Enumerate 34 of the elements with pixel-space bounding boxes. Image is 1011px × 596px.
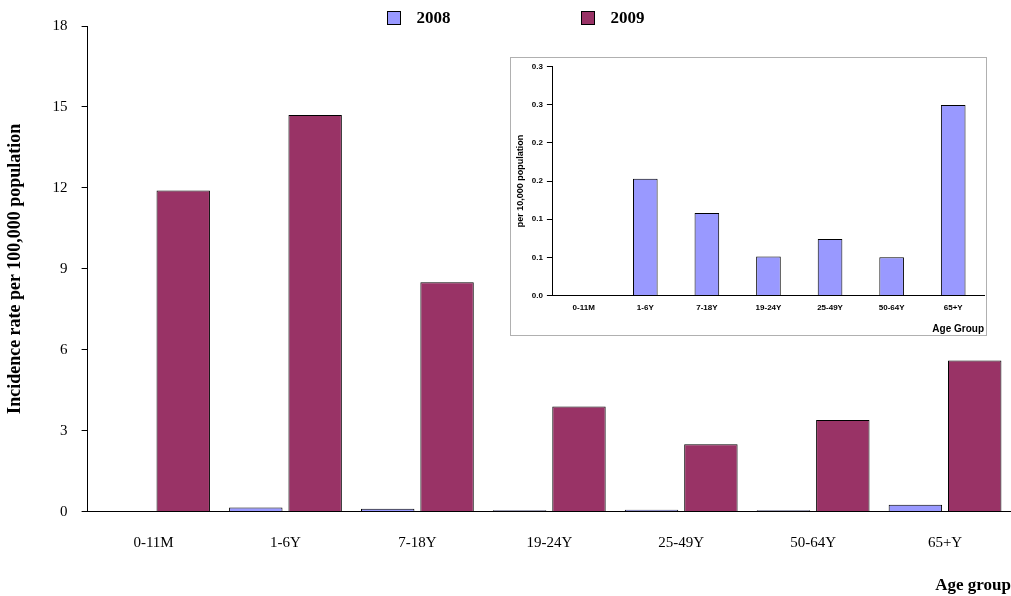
y-tick-label: 0.0 [531,290,544,300]
y-tick-label: 0 [60,502,68,519]
y-axis-title: Incidence rate per 100,000 population [4,123,25,414]
x-tick-label: 7-18Y [696,303,719,313]
x-tick-label: 0-11M [133,533,174,550]
y-tick-label: 0.3 [531,62,544,71]
x-tick-label: 19-24Y [755,303,783,313]
y-tick-label: 15 [52,97,68,114]
x-tick-label: 65+Y [943,303,964,313]
legend-label: 2008 [416,8,451,28]
y-tick-label: 0.3 [531,100,544,110]
x-axis-title: Age Group [932,322,984,334]
y-axis-title: per 10,000 population [514,134,525,228]
x-tick-label: 65+Y [927,533,963,550]
x-tick-label: 1-6Y [270,533,302,550]
x-tick-label: 25-49Y [817,303,844,313]
x-tick-label: 50-64Y [790,533,837,550]
x-tick-label: 0-11M [572,303,596,313]
y-tick-label: 0.1 [531,252,544,262]
y-tick-label: 6 [60,340,69,357]
y-tick-label: 0.2 [531,138,544,148]
y-tick-label: 9 [60,259,68,276]
y-tick-label: 0.1 [531,214,544,224]
x-tick-label: 1-6Y [636,303,655,313]
x-tick-label: 19-24Y [526,533,573,550]
y-tick-label: 18 [52,16,68,33]
legend-label: 2009 [610,8,645,28]
y-tick-label: 12 [52,178,68,195]
x-axis-title: Age group [935,575,1011,595]
y-tick-label: 0.2 [531,176,544,186]
x-tick-label: 25-49Y [658,533,705,550]
x-tick-label: 7-18Y [398,533,437,550]
y-tick-label: 3 [60,421,68,438]
x-tick-label: 50-64Y [878,303,906,313]
